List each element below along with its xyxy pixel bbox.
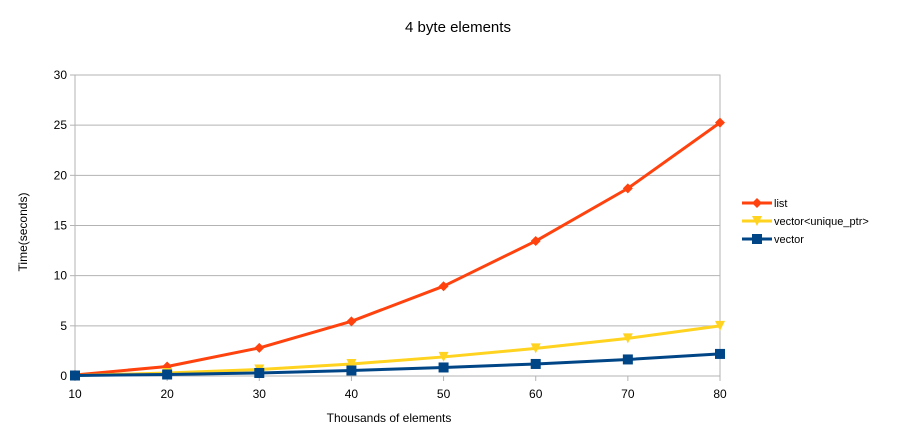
chart-title: 4 byte elements (405, 19, 511, 36)
x-tick-label: 20 (160, 387, 174, 401)
y-tick-label: 15 (54, 219, 68, 233)
y-tick-label: 10 (54, 269, 68, 283)
x-tick-label: 60 (529, 387, 543, 401)
y-tick-label: 30 (54, 68, 68, 82)
legend-item-list: list (742, 198, 787, 210)
list-point (438, 281, 449, 292)
y-tick-label: 20 (54, 168, 68, 182)
x-tick-label: 70 (621, 387, 635, 401)
vector-point (346, 365, 357, 376)
x-tick-label: 10 (68, 387, 82, 401)
vector-point (162, 369, 173, 380)
y-tick-label: 0 (60, 369, 67, 383)
list-line (74, 121, 721, 377)
gridlines (75, 74, 720, 377)
vector-point (530, 358, 541, 369)
vector-unique-ptr-point (438, 351, 449, 362)
list-point (715, 117, 725, 128)
legend: list vector<unique_ptr>vector (742, 198, 869, 246)
list-point (346, 316, 357, 327)
vector-line (74, 352, 721, 377)
vector-point (622, 354, 633, 365)
y-tick-label: 25 (54, 118, 68, 132)
vector-point (438, 362, 449, 373)
x-tick-label: 50 (437, 387, 451, 401)
vector-unique-ptr-point (346, 358, 357, 369)
x-tick-label: 30 (253, 387, 267, 401)
vector-unique-ptr-point (622, 333, 633, 344)
vector-unique-ptr-point (715, 320, 725, 331)
list-point (530, 236, 541, 247)
legend-item-vector: vector (742, 234, 804, 246)
legend-label: list (774, 198, 787, 210)
x-tick-label: 80 (713, 387, 727, 401)
x-axis-label: Thousands of elements (327, 411, 452, 425)
list-point (622, 183, 633, 194)
series-vector (70, 348, 725, 381)
vector-point (70, 370, 80, 381)
legend-swatch-marker (752, 234, 762, 244)
series-layer (70, 117, 725, 381)
y-axis-label: Time(seconds) (16, 193, 30, 272)
list-point (254, 342, 265, 353)
legend-label: vector<unique_ptr> (774, 216, 869, 228)
y-axis: 0 5 10 15 20 25 30 (54, 68, 75, 383)
legend-label: vector (774, 234, 804, 246)
x-axis: 10 20 30 40 50 60 70 80 (68, 376, 727, 401)
vector-unique-ptr-point (530, 343, 541, 354)
x-tick-label: 40 (345, 387, 359, 401)
y-tick-label: 5 (60, 319, 67, 333)
vector-point (254, 367, 265, 378)
legend-swatch-marker (752, 216, 762, 226)
vector-point (715, 348, 725, 359)
vector-unique-ptr-line (74, 324, 721, 377)
legend-swatch-marker (752, 198, 762, 208)
legend-item-vector-unique-ptr: vector<unique_ptr> (742, 216, 869, 228)
